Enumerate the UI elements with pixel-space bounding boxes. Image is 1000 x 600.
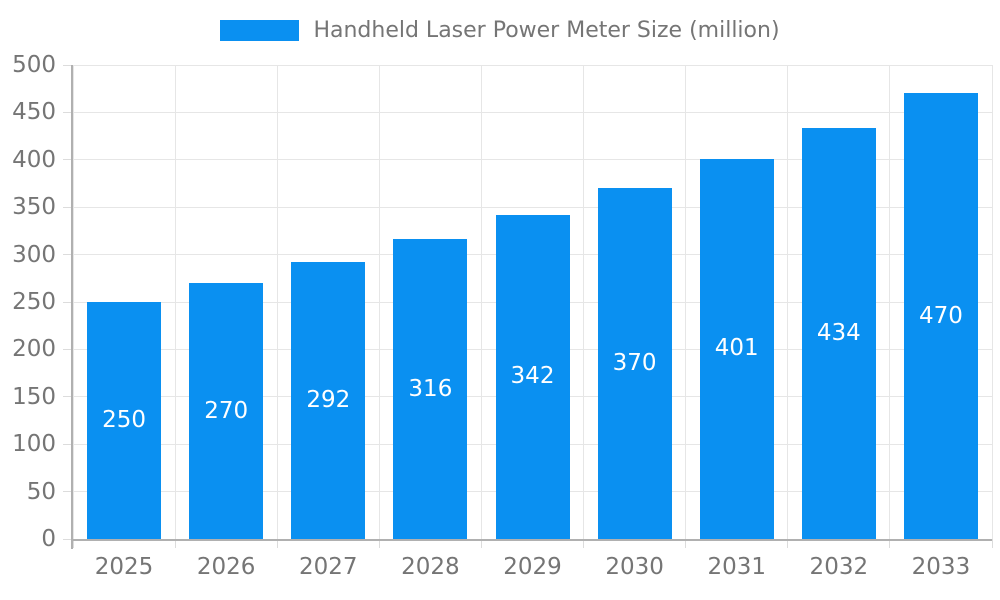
x-axis-label: 2033: [911, 554, 971, 580]
bar: 316: [393, 239, 468, 539]
x-tick: [889, 539, 891, 548]
y-axis-label: 150: [12, 383, 56, 410]
x-gridline: [174, 65, 176, 539]
legend-label: Handheld Laser Power Meter Size (million…: [313, 18, 780, 43]
bar: 370: [597, 188, 672, 539]
y-axis-label: 450: [12, 99, 56, 126]
x-tick: [72, 539, 74, 548]
y-axis-label: 200: [12, 336, 56, 363]
legend: Handheld Laser Power Meter Size (million…: [0, 18, 1000, 43]
x-gridline: [787, 65, 789, 539]
y-axis-label: 400: [12, 146, 56, 173]
y-tick: [63, 159, 72, 161]
x-gridline: [276, 65, 278, 539]
bar-value-label: 292: [306, 387, 351, 414]
bar-value-label: 342: [510, 363, 555, 390]
x-axis-line: [71, 539, 992, 541]
y-tick: [63, 443, 72, 445]
x-tick: [276, 539, 278, 548]
x-tick: [480, 539, 482, 548]
bar-value-label: 470: [918, 302, 963, 329]
bar-value-label: 270: [204, 397, 249, 424]
bar-value-label: 434: [816, 319, 861, 346]
x-axis-label: 2032: [809, 554, 869, 580]
x-tick: [991, 539, 993, 548]
bar: 470: [903, 93, 978, 539]
bar: 250: [87, 302, 162, 539]
plot-area: 0 50 100 150 200 250 300 350 400 450 500 250 2025 270…: [12, 54, 993, 579]
x-tick: [787, 539, 789, 548]
y-axis-label: 50: [26, 478, 56, 505]
y-axis-label: 300: [12, 241, 56, 268]
y-tick: [63, 348, 72, 350]
x-gridline: [378, 65, 380, 539]
x-gridline: [72, 65, 74, 539]
y-tick: [63, 301, 72, 303]
y-axis-label: 500: [12, 52, 56, 78]
bar-value-label: 250: [102, 407, 146, 433]
y-tick: [63, 538, 72, 540]
y-axis-label: 100: [12, 431, 56, 458]
x-tick: [378, 539, 380, 548]
y-gridline: [73, 111, 992, 113]
x-gridline: [991, 65, 993, 539]
y-axis-label: 0: [41, 526, 56, 552]
legend-swatch: [220, 20, 300, 41]
bar: 270: [189, 283, 264, 539]
x-gridline: [889, 65, 891, 539]
x-gridline: [685, 65, 687, 539]
x-gridline: [583, 65, 585, 539]
bar: 401: [699, 158, 774, 539]
x-axis-label: 2027: [298, 554, 358, 580]
bar-value-label: 370: [612, 350, 657, 377]
bar: 434: [801, 127, 876, 539]
x-axis-label: 2025: [94, 554, 154, 580]
x-tick: [685, 539, 687, 548]
bar-value-label: 316: [408, 375, 453, 402]
y-gridline: [73, 159, 992, 161]
x-gridline: [480, 65, 482, 539]
y-tick: [63, 491, 72, 493]
x-axis-label: 2030: [605, 554, 664, 580]
y-axis-label: 250: [12, 289, 56, 315]
y-tick: [63, 254, 72, 256]
bar: 292: [291, 262, 366, 539]
bar: 342: [495, 214, 570, 539]
x-axis-label: 2028: [401, 554, 460, 580]
y-gridline: [73, 64, 992, 66]
y-tick: [63, 396, 72, 398]
x-axis-label: 2029: [503, 554, 562, 580]
y-axis-line: [71, 65, 73, 549]
y-gridline: [73, 206, 992, 208]
x-tick: [174, 539, 176, 548]
y-tick: [63, 64, 72, 66]
x-axis-label: 2031: [707, 554, 766, 580]
bar-value-label: 401: [714, 335, 759, 362]
y-axis-label: 350: [12, 194, 56, 221]
y-tick: [63, 111, 72, 113]
x-tick: [583, 539, 585, 548]
x-axis-label: 2026: [196, 554, 256, 580]
y-tick: [63, 206, 72, 208]
